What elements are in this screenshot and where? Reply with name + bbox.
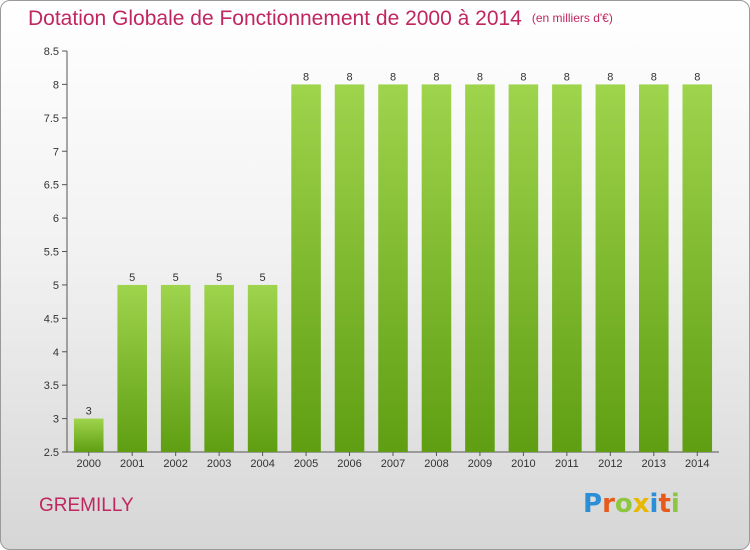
y-tick-label: 8.5 [44,46,59,58]
bar-2006 [334,84,365,453]
bars [73,84,713,453]
y-tick-label: 4.5 [44,313,59,325]
x-tick-label-2002: 2002 [163,458,187,470]
bar-2010 [508,84,539,453]
bar-2009 [465,84,495,453]
bar-2008 [421,84,452,453]
data-label-2013: 8 [651,71,657,83]
data-label-2003: 5 [216,272,222,284]
y-tick-label: 6 [53,213,59,225]
data-label-2005: 8 [303,71,309,83]
data-label-2000: 3 [86,406,92,418]
x-tick-label-2012: 2012 [598,458,622,470]
y-tick-label: 5.5 [44,247,59,259]
x-tick-label-2010: 2010 [511,458,535,470]
x-tick-label-2009: 2009 [468,458,492,470]
bar-2004 [247,284,278,452]
x-tick-label-2006: 2006 [337,458,361,470]
bar-2013 [639,84,669,453]
x-tick-label-2004: 2004 [250,458,274,470]
data-label-2007: 8 [390,71,396,83]
x-tick-label-2007: 2007 [381,458,405,470]
chart-title: Dotation Globale de Fonctionnement de 20… [28,7,613,31]
title-text: Dotation Globale de Fonctionnement de 20… [28,7,522,30]
chart-subtitle: (en milliers d'€) [531,11,613,25]
data-label-2002: 5 [173,272,179,284]
x-tick-label-2011: 2011 [555,458,579,470]
y-tick-label: 7 [53,146,59,158]
x-tick-label-2000: 2000 [76,458,100,470]
y-axis: 2.5 3 3.5 4 4.5 5 5.5 6 6.5 7 7.5 8 8.5 [44,46,68,459]
y-tick-label: 3 [53,414,59,426]
y-tick-label: 5 [53,280,59,292]
logo-letter: P [583,489,603,519]
logo-letter: x [632,489,650,519]
y-tick-label: 3.5 [44,380,59,392]
x-tick-label-2014: 2014 [685,458,709,470]
logo-letter: t [658,489,671,519]
logo-letter: i [670,489,680,519]
logo-letter: i [649,489,659,519]
x-axis: 2000 2001 2002 2003 2004 2005 2006 2007 2008 2009… [67,451,719,470]
bar-2003 [204,284,234,452]
data-label-2010: 8 [520,71,526,83]
x-tick-label-2013: 2013 [642,458,666,470]
x-tick-label-2008: 2008 [424,458,448,470]
y-tick-label: 8 [53,79,59,91]
bar-2002 [160,284,191,452]
y-tick-label: 4 [53,347,59,359]
bar-2001 [117,284,147,452]
bar-2014 [682,84,713,453]
commune-name: GREMILLY [39,495,134,516]
proxiti-logo: Proxiti [583,489,680,519]
logo-letter: r [602,489,615,519]
x-tick-label-2005: 2005 [294,458,318,470]
y-tick-label: 2.5 [44,447,59,459]
y-tick-label: 6.5 [44,180,59,192]
data-label-2014: 8 [694,71,700,83]
data-label-2008: 8 [433,71,439,83]
y-tick-label: 7.5 [44,113,59,125]
data-label-2012: 8 [607,71,613,83]
bar-2012 [595,84,626,453]
x-tick-label-2003: 2003 [207,458,231,470]
bar-2005 [291,84,321,453]
logo-letter: o [614,489,633,519]
data-label-2011: 8 [564,71,570,83]
bar-2000 [73,418,104,452]
data-label-2006: 8 [346,71,352,83]
data-label-2001: 5 [129,272,135,284]
bar-2011 [552,84,582,453]
x-tick-label-2001: 2001 [120,458,144,470]
data-label-2004: 5 [260,272,266,284]
data-labels: 3 5 5 5 5 8 8 8 8 8 8 8 8 8 8 [86,71,701,417]
data-label-2009: 8 [477,71,483,83]
bar-2007 [378,84,408,453]
